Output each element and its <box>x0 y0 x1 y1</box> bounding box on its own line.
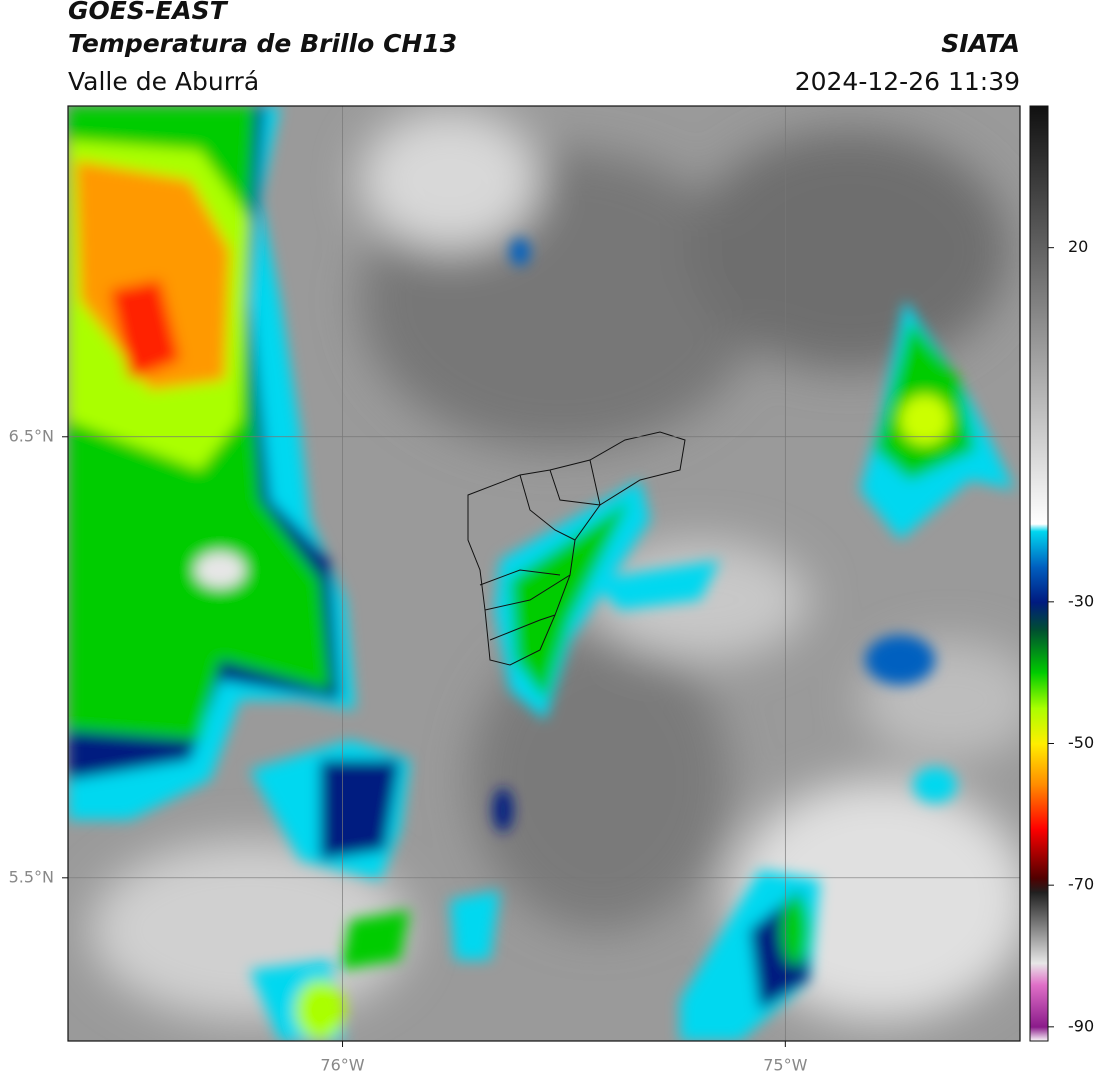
colorbar-segment <box>1030 892 1048 964</box>
subtitle: Temperatura de Brillo CH13 <box>68 29 457 58</box>
colorbar-segment <box>1030 786 1048 829</box>
colorbar-segment <box>1030 1026 1048 1042</box>
colorbar-tick-label: -30 <box>1068 591 1094 610</box>
colorbar-segment <box>1030 743 1048 787</box>
y-tick-label: 5.5°N <box>9 867 54 886</box>
colorbar-segment <box>1030 601 1048 631</box>
colorbar-segment <box>1030 963 1048 985</box>
colorbar-segment <box>1030 878 1048 893</box>
colorbar-segment <box>1030 523 1048 532</box>
colorbar-frame <box>1029 105 1049 1042</box>
colorbar-segment <box>1030 531 1048 567</box>
source: SIATA <box>941 29 1020 58</box>
municipal-boundaries <box>467 431 686 666</box>
x-tick-label: 75°W <box>763 1056 807 1075</box>
datetime: 2024-12-26 11:39 <box>795 67 1020 96</box>
colorbar-segment <box>1030 106 1048 319</box>
colorbar-segment <box>1030 630 1048 674</box>
region: Valle de Aburrá <box>68 67 259 96</box>
colorbar-tick-label: -50 <box>1068 733 1094 752</box>
y-tick-label: 6.5°N <box>9 426 54 445</box>
colorbar-segment <box>1030 672 1048 709</box>
colorbar-tick-label: 20 <box>1068 237 1088 256</box>
map-frame <box>67 105 1021 1042</box>
satellite-image <box>68 106 1020 1041</box>
colorbar-segment <box>1030 984 1048 1028</box>
colorbar-segment <box>1030 566 1048 603</box>
colorbar-segment <box>1030 708 1048 744</box>
x-tick-label: 76°W <box>320 1056 364 1075</box>
colorbar-tick-label: -90 <box>1068 1016 1094 1035</box>
colorbar-tick-label: -70 <box>1068 875 1094 894</box>
title: GOES-EAST <box>68 0 229 25</box>
colorbar-segment <box>1030 828 1048 879</box>
colorbar-segment <box>1030 318 1048 525</box>
